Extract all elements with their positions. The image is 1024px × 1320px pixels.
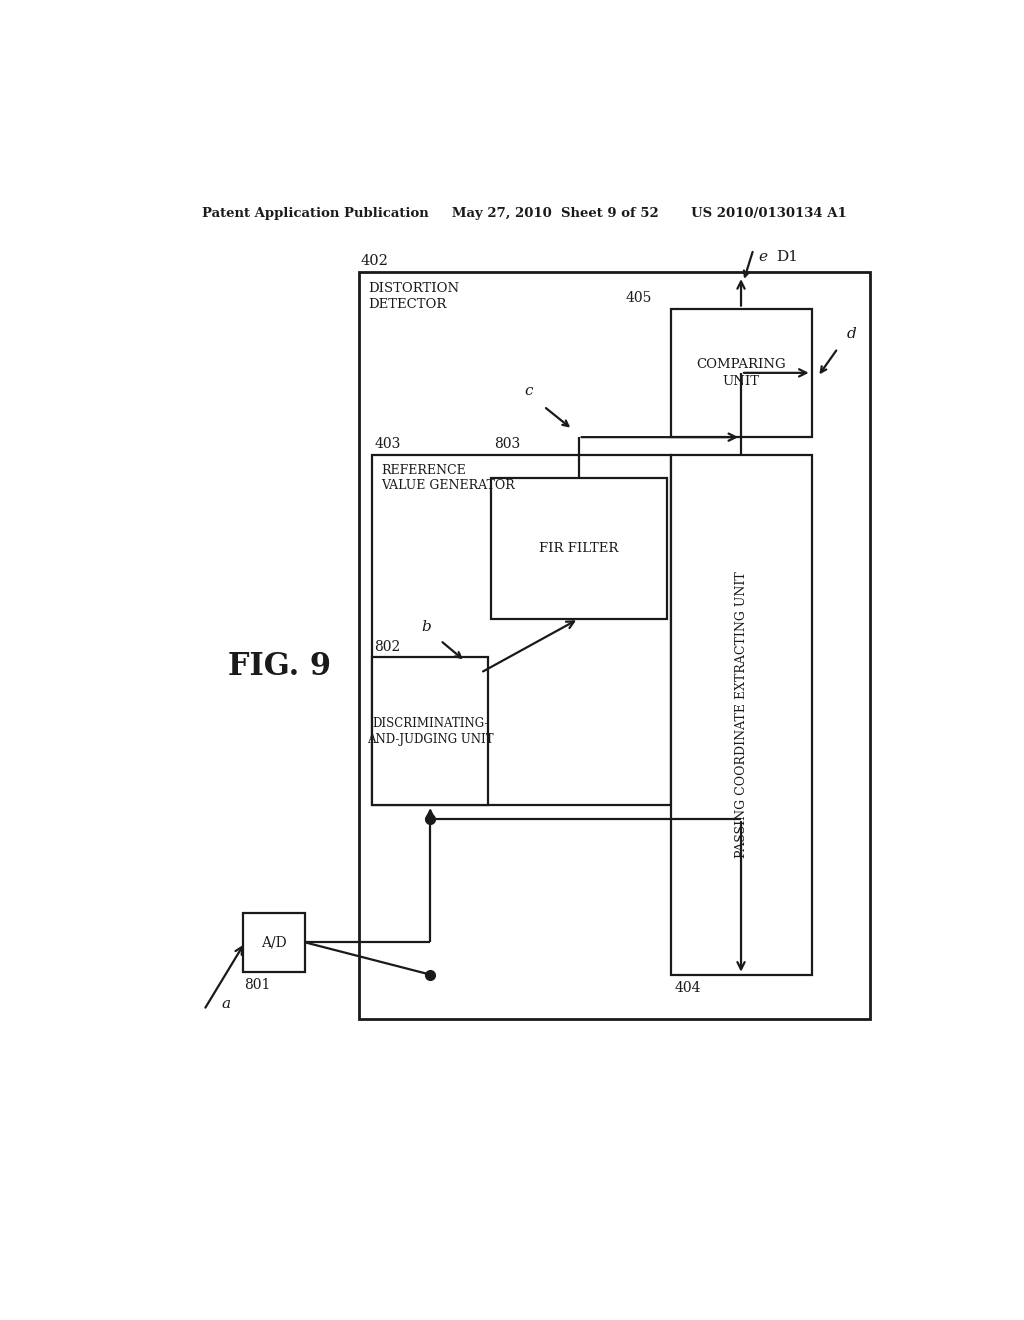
Text: 803: 803 bbox=[495, 437, 521, 451]
Text: a: a bbox=[221, 997, 230, 1011]
Text: A/D: A/D bbox=[261, 936, 287, 949]
Text: e: e bbox=[758, 249, 767, 264]
Text: 802: 802 bbox=[375, 640, 400, 653]
Bar bbox=[372, 657, 488, 805]
Text: d: d bbox=[847, 327, 857, 342]
Text: b: b bbox=[422, 619, 431, 634]
Text: PASSING COORDINATE EXTRACTING UNIT: PASSING COORDINATE EXTRACTING UNIT bbox=[734, 572, 748, 858]
Text: FIR FILTER: FIR FILTER bbox=[539, 543, 618, 554]
Text: 405: 405 bbox=[626, 290, 652, 305]
Text: FIG. 9: FIG. 9 bbox=[227, 651, 331, 682]
Text: 402: 402 bbox=[360, 253, 388, 268]
Bar bbox=[671, 309, 812, 437]
Bar bbox=[490, 478, 667, 619]
Text: REFERENCE: REFERENCE bbox=[381, 465, 466, 477]
Text: Patent Application Publication     May 27, 2010  Sheet 9 of 52       US 2010/013: Patent Application Publication May 27, 2… bbox=[203, 207, 847, 220]
Text: DISCRIMINATING-
AND-JUDGING UNIT: DISCRIMINATING- AND-JUDGING UNIT bbox=[367, 717, 494, 746]
Text: COMPARING
UNIT: COMPARING UNIT bbox=[696, 358, 785, 388]
Text: DETECTOR: DETECTOR bbox=[369, 298, 446, 310]
Text: DISTORTION: DISTORTION bbox=[369, 281, 460, 294]
Bar bbox=[671, 455, 812, 974]
Bar bbox=[372, 455, 671, 805]
Text: 801: 801 bbox=[245, 978, 270, 993]
Text: c: c bbox=[524, 384, 532, 397]
Text: D1: D1 bbox=[776, 249, 799, 264]
Bar bbox=[243, 913, 305, 972]
Text: 404: 404 bbox=[675, 982, 700, 995]
Text: 403: 403 bbox=[375, 437, 400, 451]
Text: VALUE GENERATOR: VALUE GENERATOR bbox=[381, 479, 515, 492]
Bar bbox=[359, 272, 870, 1019]
